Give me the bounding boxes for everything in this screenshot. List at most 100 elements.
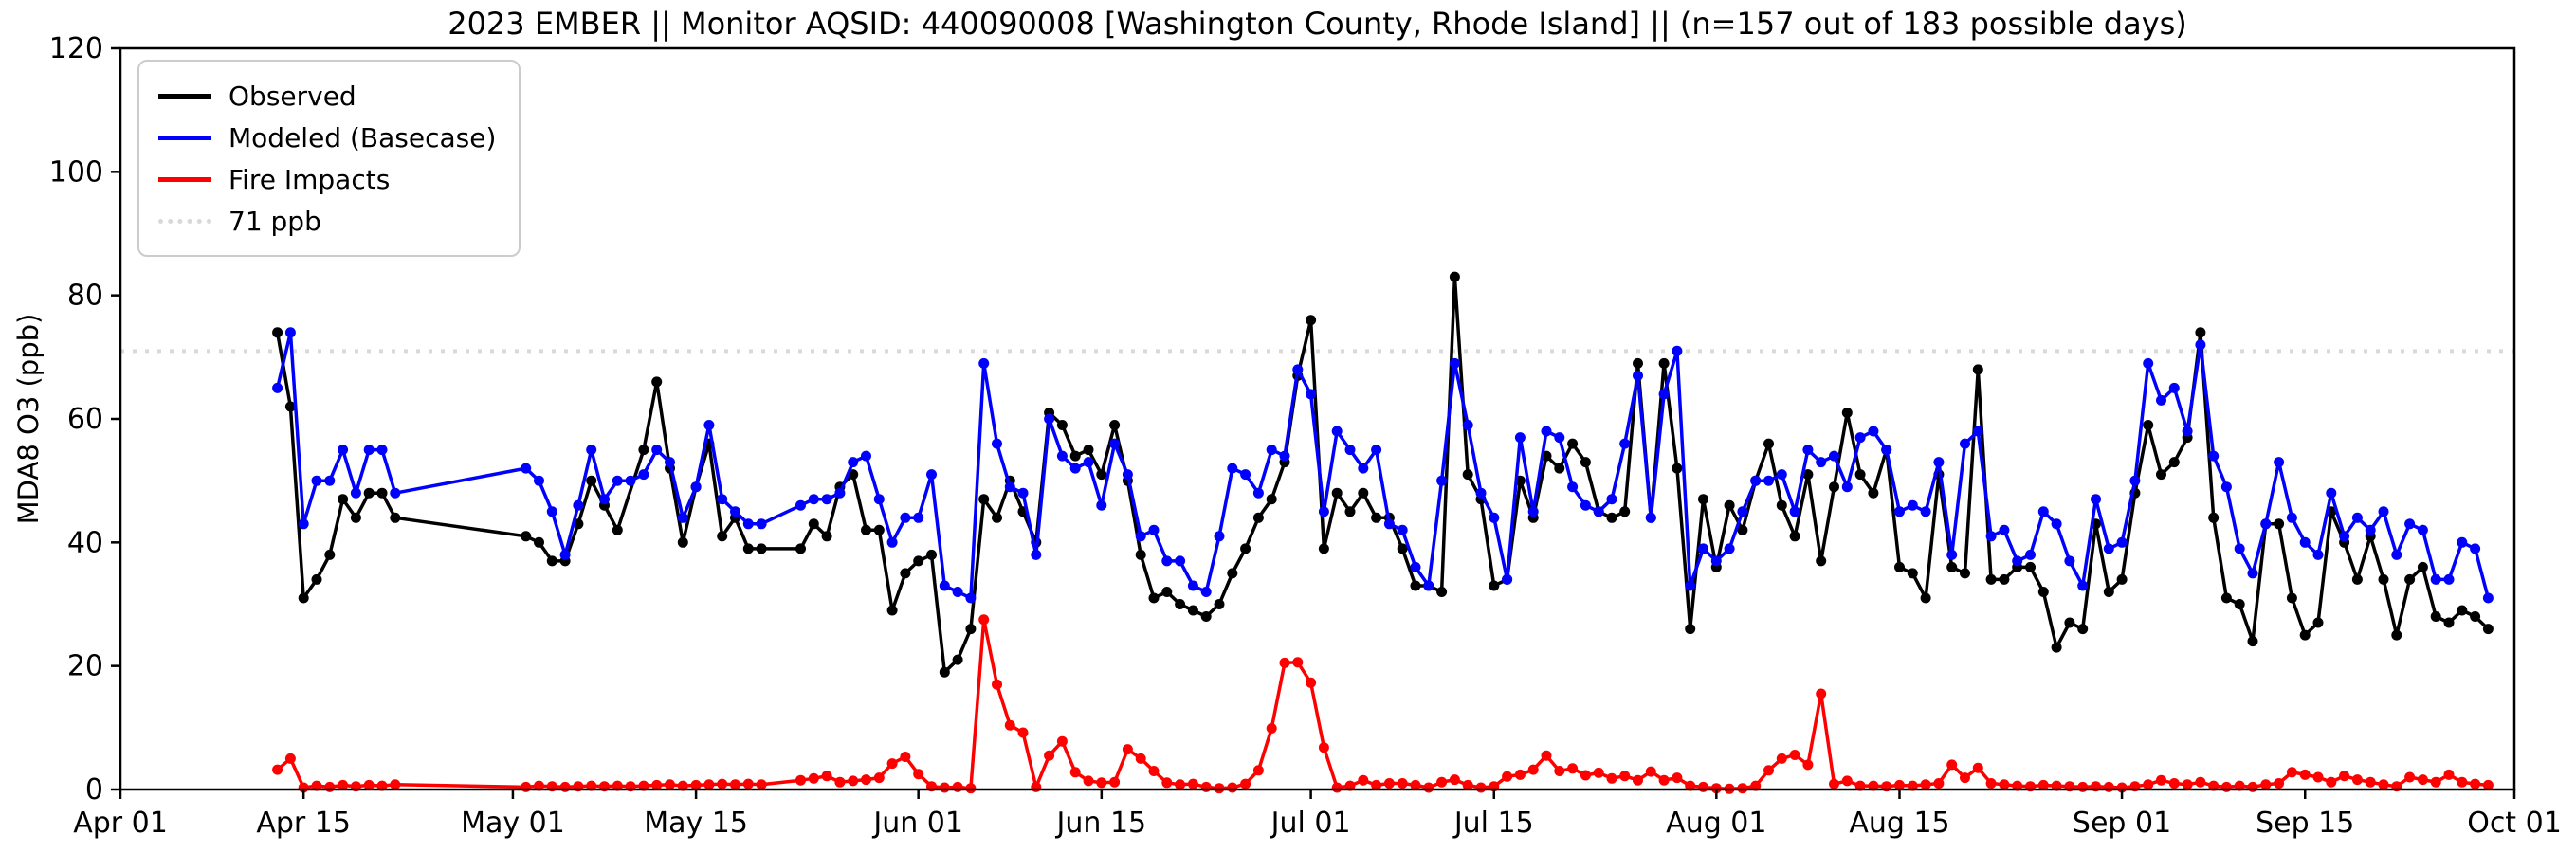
observed-marker [1972,364,1983,375]
modeled-basecase-marker [926,469,937,481]
modeled-basecase-marker [350,487,361,499]
observed-marker [2404,573,2416,585]
fire-impacts-marker [1214,783,1225,794]
modeled-basecase-marker [2274,457,2285,468]
modeled-basecase-marker [1527,506,1539,517]
observed-marker [2482,624,2494,635]
modeled-basecase-marker [913,512,924,523]
modeled-basecase-marker [1933,457,1945,468]
modeled-basecase-marker [1685,580,1696,591]
dotted-line-icon [158,218,211,224]
modeled-basecase-marker [1175,555,1186,567]
observed-marker [992,512,1002,523]
modeled-basecase-marker [1658,389,1670,400]
modeled-basecase-marker [2025,549,2036,560]
modeled-basecase-marker [1161,555,1173,567]
fire-impacts-marker [1436,776,1448,788]
modeled-basecase-marker [742,518,754,530]
observed-marker [821,531,832,542]
modeled-basecase-marker [2091,494,2101,505]
observed-marker [1985,573,1997,585]
fire-impacts-marker [1122,744,1133,755]
modeled-basecase-marker [1593,506,1604,517]
modeled-basecase-marker [1724,543,1735,554]
modeled-basecase-marker [638,469,649,481]
modeled-basecase-marker [1645,512,1656,523]
modeled-basecase-marker [978,357,990,369]
modeled-basecase-marker [952,587,963,597]
modeled-basecase-marker [1148,524,1160,535]
fire-impacts-marker [1554,766,1565,776]
observed-marker [1096,469,1107,481]
modeled-basecase-marker [1410,561,1421,572]
fire-impacts-marker [1737,783,1748,794]
modeled-basecase-marker [311,475,322,486]
observed-marker [1685,624,1696,635]
fire-impacts-marker [1920,779,1931,790]
modeled-basecase-marker [1331,426,1343,437]
modeled-basecase-marker [834,487,846,499]
observed-marker [2378,573,2389,585]
fire-impacts-marker [2037,779,2049,790]
fire-impacts-marker [1829,778,1839,789]
modeled-basecase-marker [2365,524,2376,535]
observed-marker [1214,599,1225,609]
observed-marker [1841,408,1853,418]
observed-marker [1436,587,1448,597]
modeled-basecase-marker [338,445,349,456]
fire-impacts-marker [1776,753,1787,764]
observed-marker [2064,617,2075,628]
observed-marker [1816,555,1827,567]
fire-impacts-marker [284,753,296,764]
fire-impacts-marker [1358,774,1369,786]
observed-marker [1056,420,1068,430]
observed-marker [311,573,322,585]
fire-impacts-marker [690,779,702,790]
fire-impacts-marker [1096,777,1107,789]
observed-marker [1109,420,1121,430]
x-tick-label: Apr 15 [256,807,351,840]
modeled-basecase-marker [2051,518,2062,530]
fire-impacts-marker [2482,779,2494,790]
modeled-basecase-marker [2404,518,2416,530]
observed-marker [795,543,806,554]
fire-impacts-marker [1410,779,1421,790]
modeled-basecase-marker [390,487,401,499]
modeled-basecase-marker [2012,555,2023,567]
modeled-basecase-marker [1554,432,1565,444]
modeled-basecase-marker [1633,370,1643,381]
observed-marker [1633,357,1643,369]
fire-impacts-marker [992,679,1002,690]
observed-marker [1776,499,1787,511]
observed-marker [1161,587,1173,597]
fire-impacts-marker [1972,762,1983,773]
fire-impacts-marker [1135,753,1146,764]
modeled-basecase-marker [298,518,309,530]
modeled-basecase-marker [599,494,610,505]
fire-line-icon [158,176,211,182]
observed-marker [2391,629,2402,641]
observed-marker [284,401,296,412]
modeled-basecase-marker [900,512,911,523]
y-axis-label: MDA8 O3 (ppb) [12,313,45,525]
fire-impacts-marker [2274,778,2285,789]
observed-marker [1854,469,1866,481]
modeled-basecase-marker [1816,457,1827,468]
fire-impacts-marker [2404,771,2416,783]
observed-marker [1227,568,1238,579]
y-tick-label: 60 [67,403,103,436]
fire-impacts-marker [1946,759,1958,771]
modeled-basecase-marker [1475,487,1487,499]
fire-impacts-marker [1933,778,1945,789]
modeled-basecase-marker [2195,339,2206,351]
observed-marker [1371,512,1382,523]
observed-marker [1658,357,1670,369]
observed-marker [2116,573,2128,585]
observed-marker [1763,438,1774,449]
observed-marker [1894,561,1905,572]
modeled-basecase-marker [1841,481,1853,493]
modeled-basecase-marker [2260,518,2272,530]
fire-impacts-marker [1056,735,1068,747]
observed-marker [1462,469,1473,481]
